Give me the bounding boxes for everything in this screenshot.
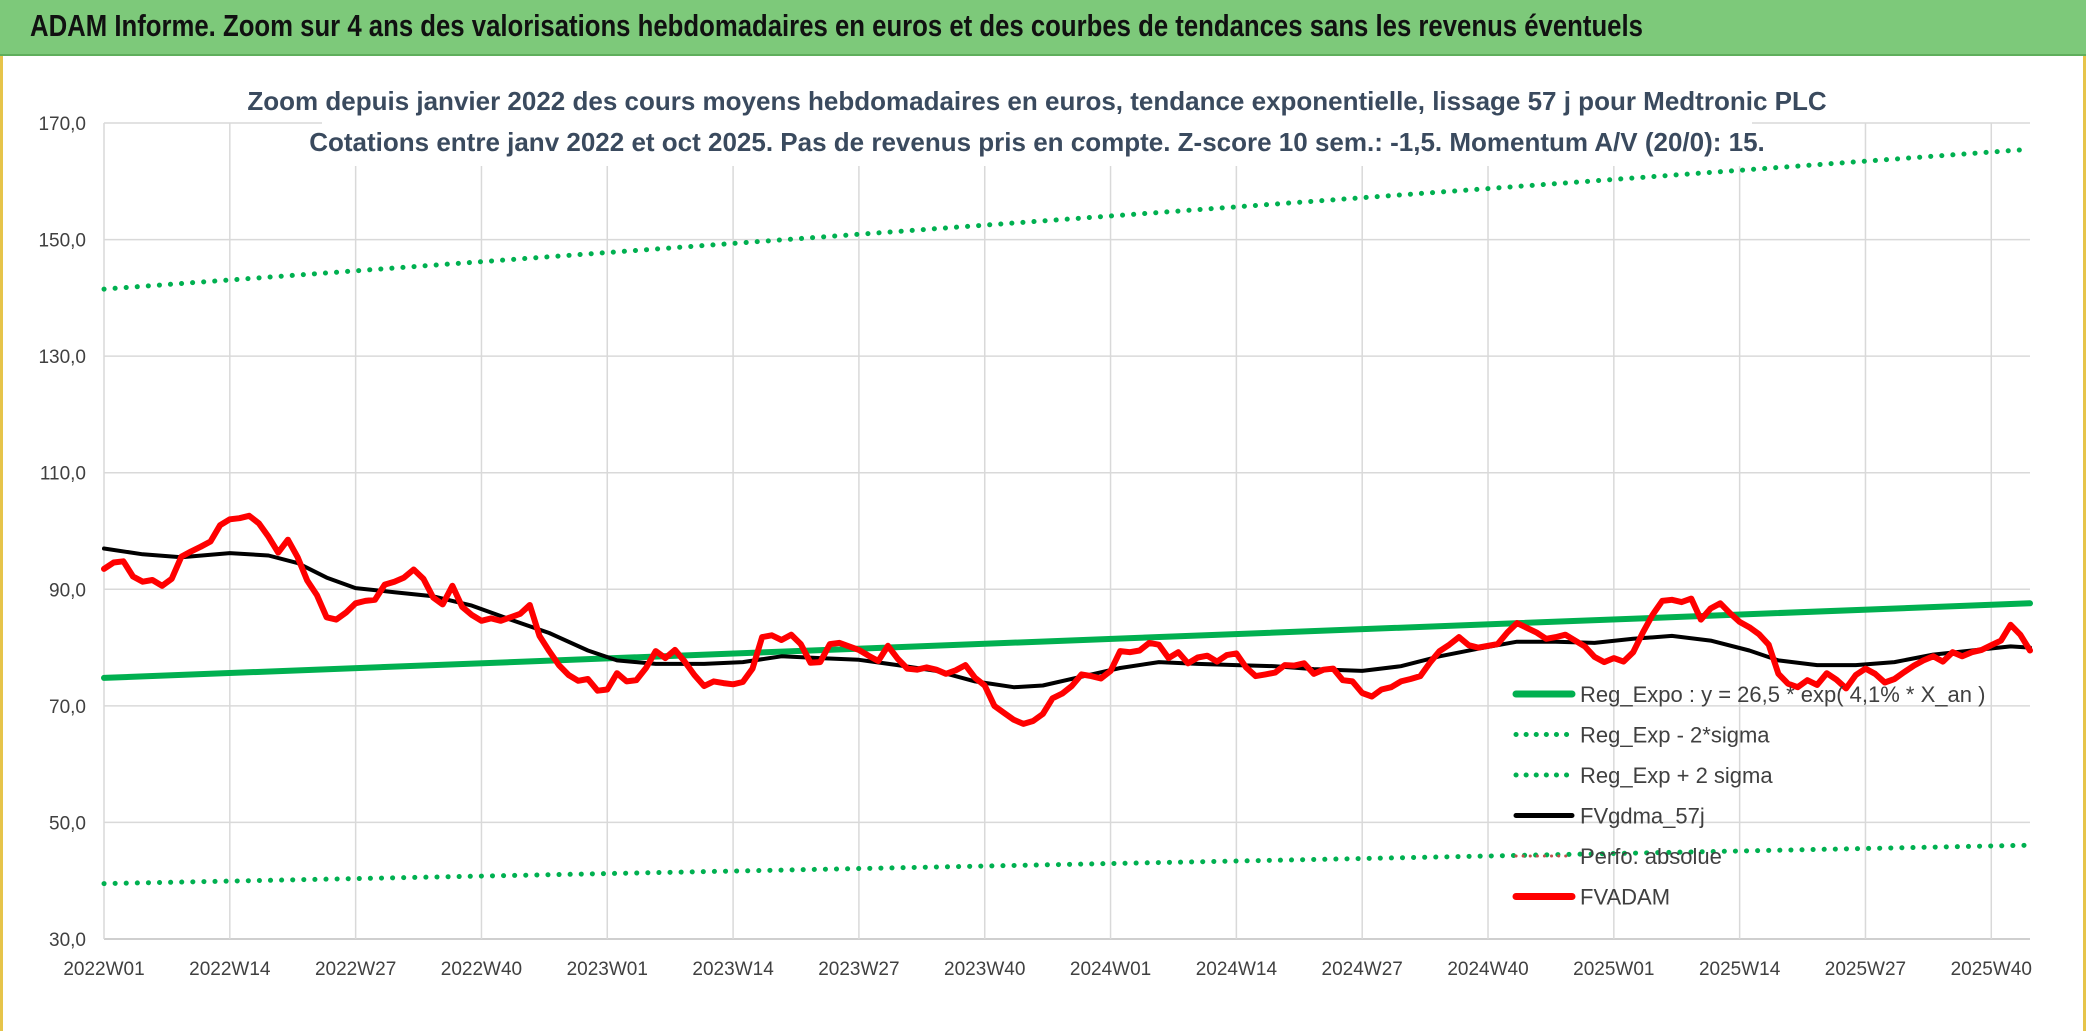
x-tick-label: 2025W27 bbox=[1825, 959, 1906, 980]
y-tick-label: 90,0 bbox=[49, 580, 86, 601]
chart-subtitle: Cotations entre janv 2022 et oct 2025. P… bbox=[309, 127, 1765, 157]
y-tick-label: 30,0 bbox=[49, 930, 86, 951]
legend-label: Perfo. absolue bbox=[1580, 844, 1722, 869]
y-tick-label: 70,0 bbox=[49, 697, 86, 718]
y-tick-label: 110,0 bbox=[40, 464, 86, 485]
x-tick-label: 2025W14 bbox=[1699, 959, 1781, 980]
upper-band-line bbox=[101, 146, 2033, 292]
x-tick-label: 2025W01 bbox=[1573, 959, 1654, 980]
x-tick-label: 2023W14 bbox=[692, 959, 774, 980]
x-tick-label: 2025W40 bbox=[1951, 959, 2032, 980]
legend-label: Reg_Exp + 2 sigma bbox=[1580, 763, 1773, 788]
trend-line bbox=[101, 600, 2033, 681]
lower-band-line bbox=[101, 842, 2033, 887]
x-tick-label: 2024W14 bbox=[1196, 959, 1278, 980]
smoothed-line bbox=[102, 546, 2032, 690]
x-tick-label: 2024W01 bbox=[1070, 959, 1151, 980]
series-layer bbox=[101, 146, 2033, 887]
x-tick-label: 2022W14 bbox=[189, 959, 271, 980]
x-tick-label: 2022W27 bbox=[315, 959, 396, 980]
legend-label: FVADAM bbox=[1580, 885, 1670, 910]
axes: 30,0 50,0 70,0 90,0 110,0 130,0 150,0 170,0 2022… bbox=[38, 114, 2032, 980]
x-tick-label: 2024W40 bbox=[1447, 959, 1528, 980]
legend-item-lower-band: Reg_Exp - 2*sigma bbox=[1513, 723, 1770, 748]
legend-label: Reg_Exp - 2*sigma bbox=[1580, 723, 1770, 748]
x-tick-label: 2023W40 bbox=[944, 959, 1025, 980]
legend-label: Reg_Expo : y = 26,5 * exp( 4,1% * X_an ) bbox=[1580, 682, 1985, 707]
x-tick-label: 2024W27 bbox=[1322, 959, 1403, 980]
page-title: ADAM Informe. Zoom sur 4 ans des valoris… bbox=[30, 8, 1643, 43]
legend-item-smoothed: FVgdma_57j bbox=[1513, 804, 1705, 829]
chart-title: Zoom depuis janvier 2022 des cours moyen… bbox=[247, 86, 1826, 116]
y-tick-label: 170,0 bbox=[38, 114, 86, 135]
y-tick-label: 130,0 bbox=[38, 347, 86, 368]
legend-item-perf: Perfo. absolue bbox=[1514, 844, 1722, 869]
chart-frame bbox=[0, 56, 2086, 1031]
y-tick-label: 150,0 bbox=[38, 231, 86, 252]
x-tick-label: 2022W01 bbox=[63, 959, 144, 980]
x-tick-label: 2023W01 bbox=[567, 959, 648, 980]
grid bbox=[103, 122, 2030, 940]
x-tick-label: 2022W40 bbox=[441, 959, 522, 980]
legend: Reg_Expo : y = 26,5 * exp( 4,1% * X_an )… bbox=[1512, 682, 1985, 910]
legend-item-upper-band: Reg_Exp + 2 sigma bbox=[1513, 763, 1773, 788]
price-line bbox=[101, 512, 2033, 727]
legend-item-price: FVADAM bbox=[1512, 885, 1670, 910]
legend-item-trend: Reg_Expo : y = 26,5 * exp( 4,1% * X_an ) bbox=[1512, 682, 1985, 707]
x-tick-label: 2023W27 bbox=[818, 959, 899, 980]
legend-label: FVgdma_57j bbox=[1580, 804, 1705, 829]
header-banner: ADAM Informe. Zoom sur 4 ans des valoris… bbox=[0, 0, 2086, 56]
title-backdrop bbox=[322, 80, 1752, 166]
y-tick-label: 50,0 bbox=[49, 813, 86, 834]
